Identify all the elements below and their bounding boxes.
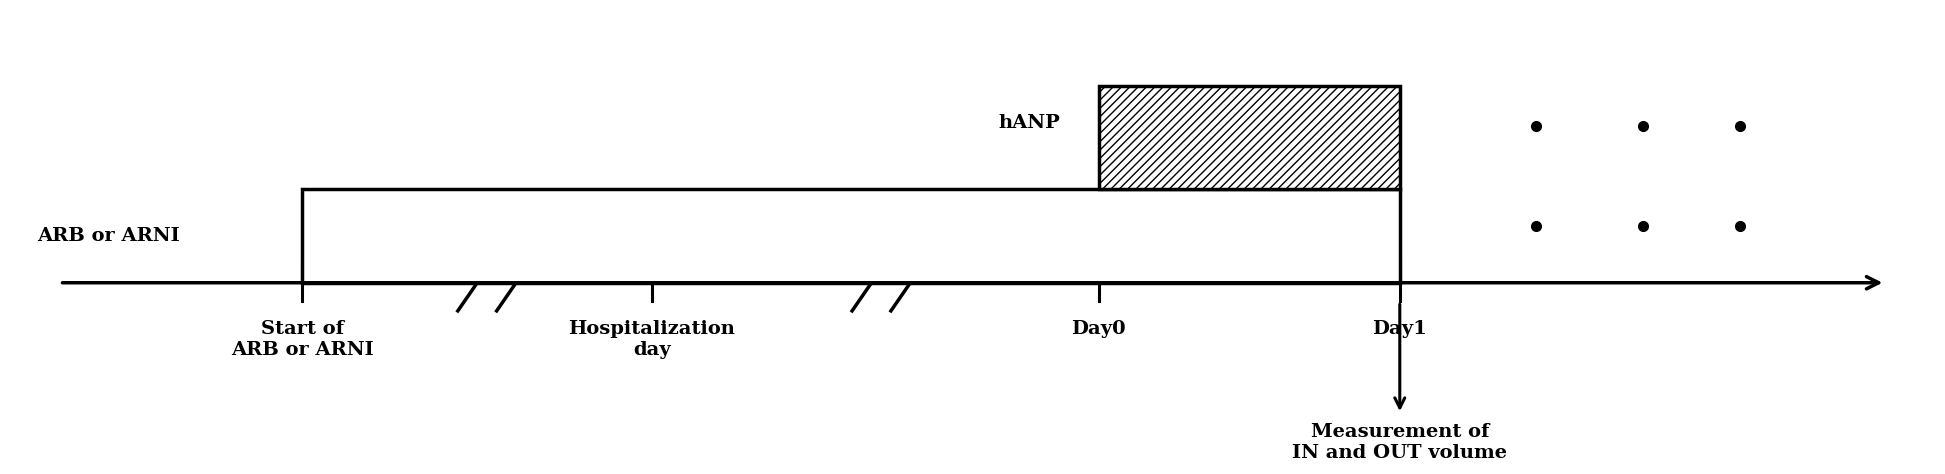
Text: ARB or ARNI: ARB or ARNI (37, 227, 179, 245)
Text: Day1: Day1 (1373, 320, 1428, 338)
Bar (1099, 86, 1400, 189)
Text: Day0: Day0 (1072, 320, 1126, 338)
Text: hANP: hANP (998, 114, 1060, 132)
Bar (301, 189, 1400, 283)
Text: Start of
ARB or ARNI: Start of ARB or ARNI (231, 320, 373, 359)
Text: Hospitalization
day: Hospitalization day (568, 320, 735, 359)
Text: Measurement of
IN and OUT volume: Measurement of IN and OUT volume (1291, 423, 1507, 462)
